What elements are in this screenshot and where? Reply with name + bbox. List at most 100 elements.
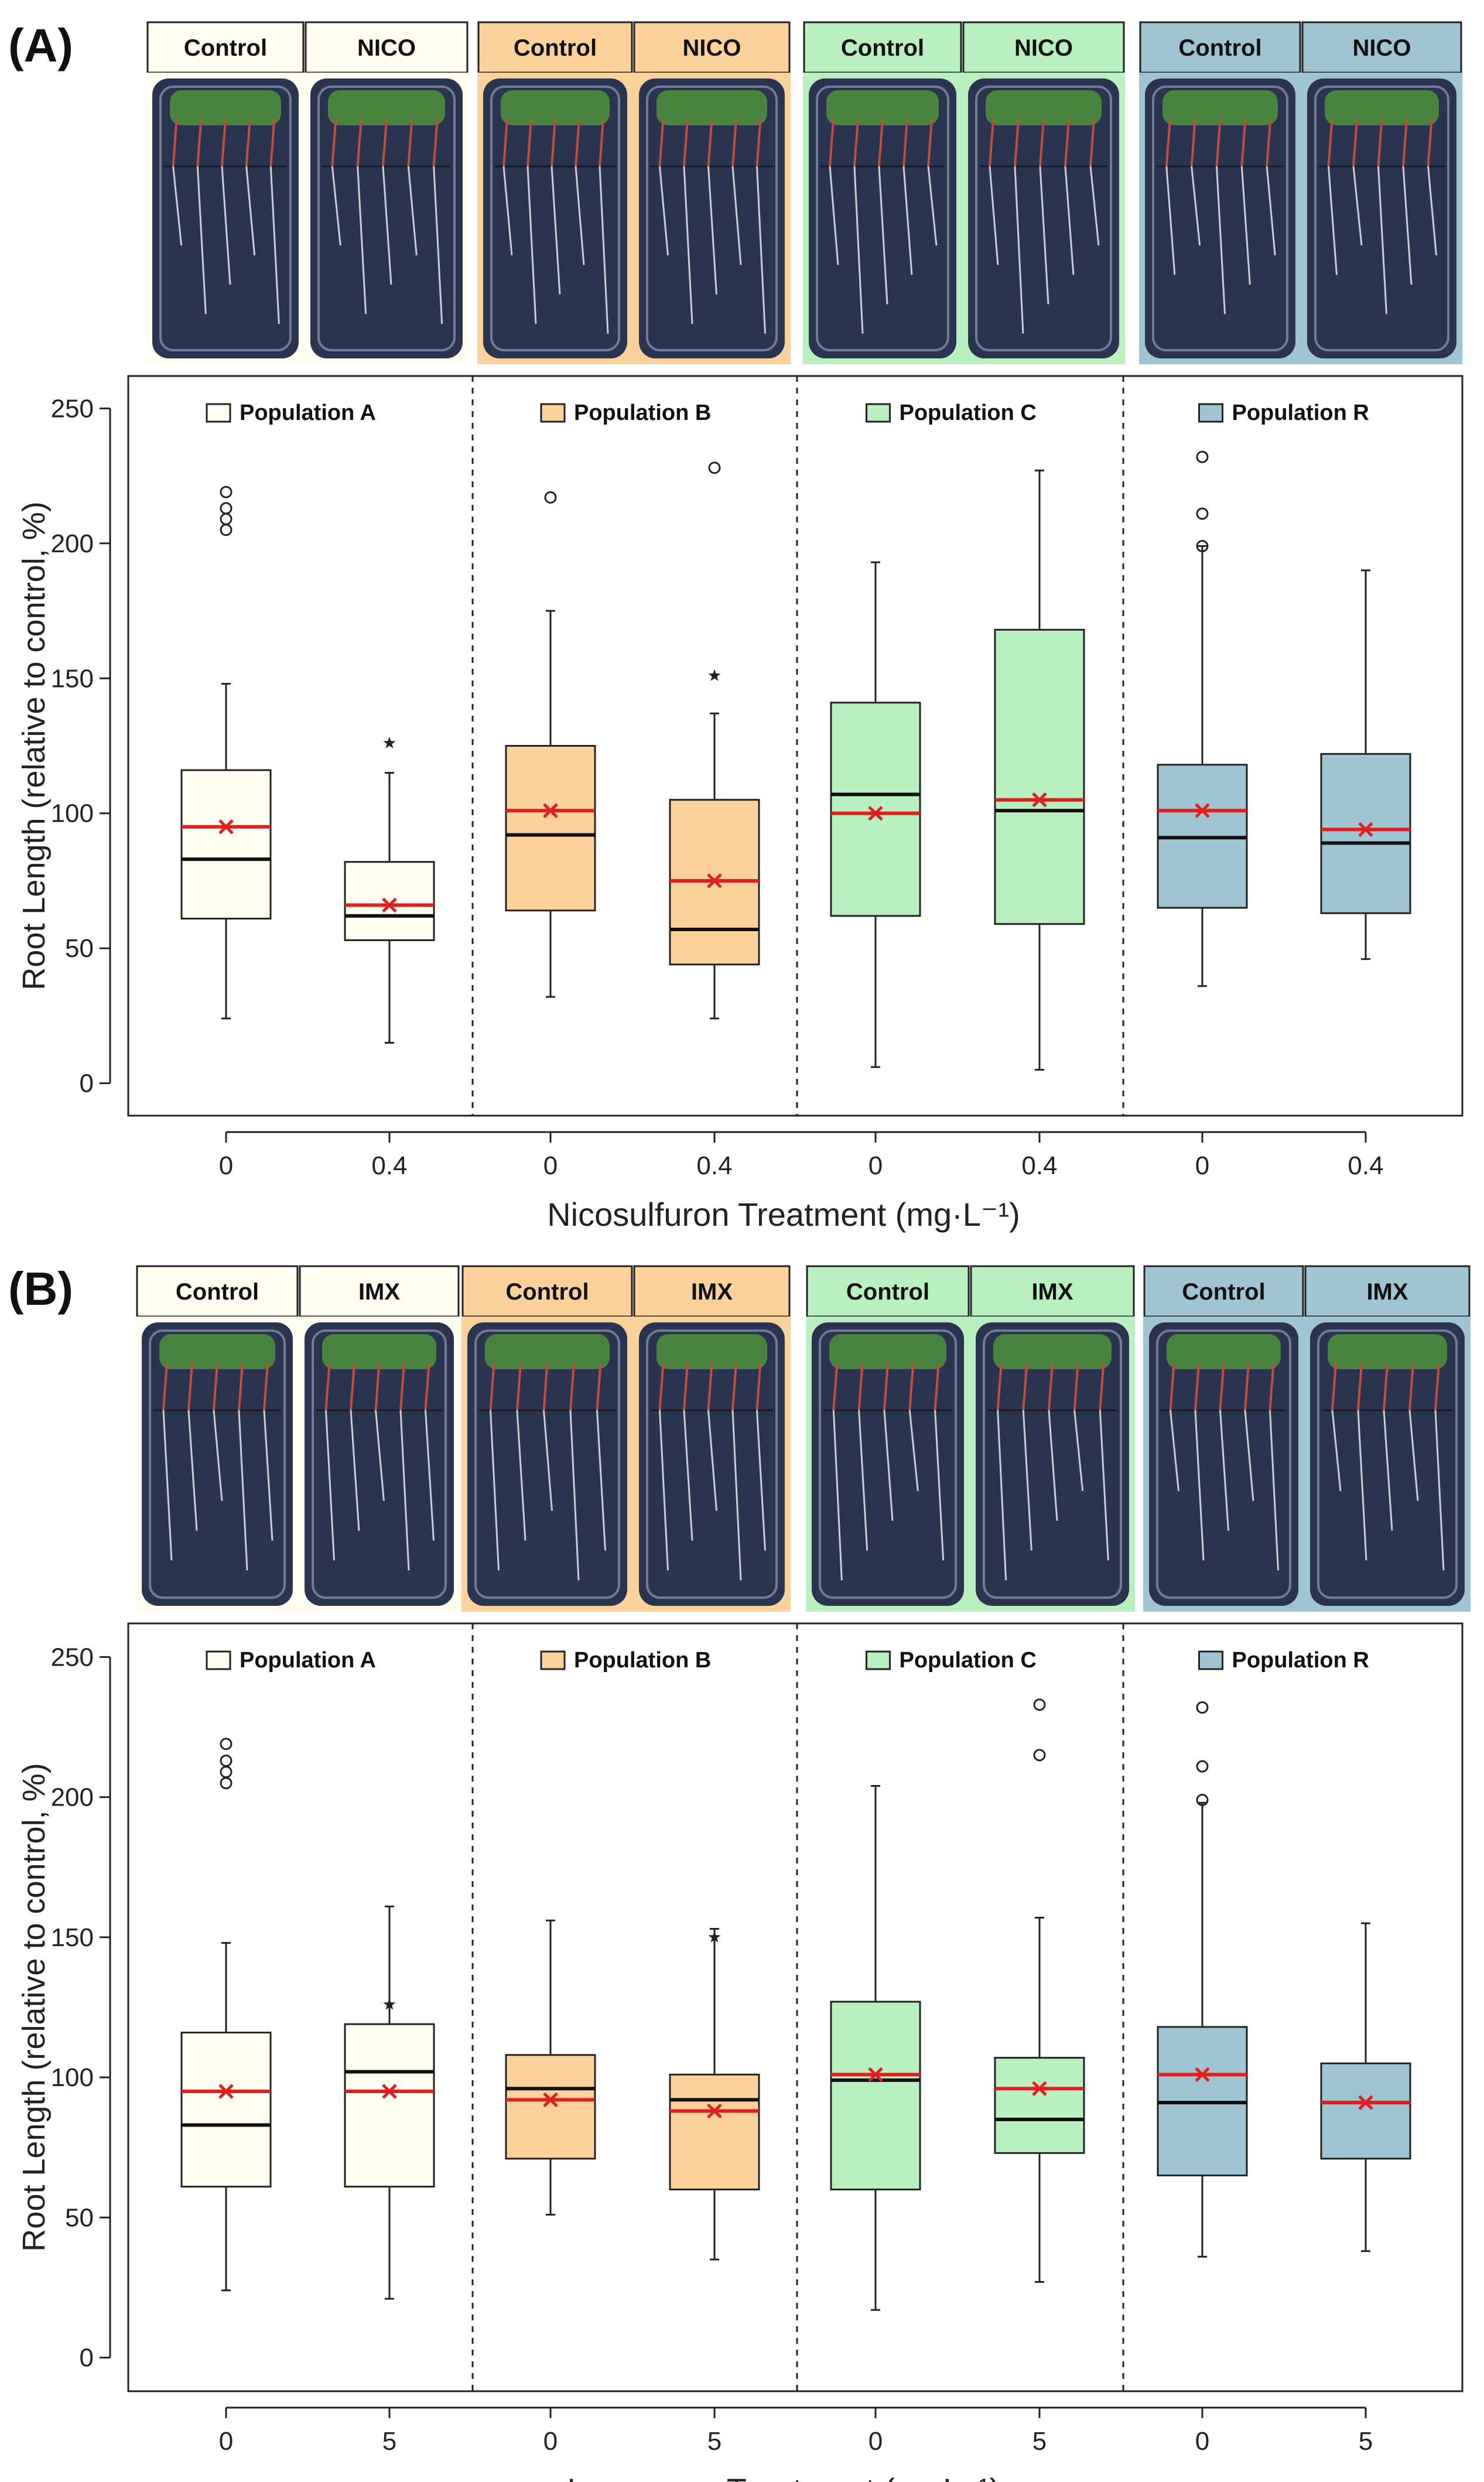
photo-header-cell <box>803 21 962 74</box>
petri-dish-rim <box>159 86 292 351</box>
box-body <box>994 2057 1085 2154</box>
photo-header-cell <box>146 21 305 74</box>
seedling-stem <box>1377 119 1383 167</box>
plot-frame <box>127 1622 1464 2392</box>
seedling-foliage <box>170 90 281 125</box>
seedling-root <box>683 166 693 324</box>
box-body <box>1320 753 1411 914</box>
seedling-stem <box>1073 1363 1079 1411</box>
box-population_r-0 <box>1157 450 1248 987</box>
seedling-stem <box>878 119 884 167</box>
seedling-stem <box>908 1363 915 1411</box>
photo-header-cell <box>806 1265 970 1318</box>
seedling-root <box>1240 166 1251 285</box>
mean-marker <box>1195 2067 1210 2083</box>
seedling-root <box>516 1410 526 1541</box>
seedling-stem <box>1357 1363 1363 1411</box>
photo-header-label: Control <box>514 35 597 61</box>
seedling-root <box>550 166 561 295</box>
seedling-stem <box>356 119 363 167</box>
seedling-root <box>1427 166 1437 255</box>
petri-dish-rim <box>975 86 1112 351</box>
seedling-root <box>659 1410 669 1571</box>
seedling-stem <box>1169 1363 1175 1411</box>
seedling-root <box>407 166 418 255</box>
seedling-stem <box>1383 1363 1389 1411</box>
seedling-foliage <box>328 90 445 125</box>
seedling-root <box>1039 166 1049 305</box>
x-tick-label: 0.4 <box>371 1151 407 1180</box>
y-axis-label: Root Length (relative to control, %) <box>16 501 52 990</box>
seedling-root <box>1064 166 1075 275</box>
box-population_b-0 <box>505 491 596 998</box>
seedling-root <box>1269 1410 1279 1571</box>
seedling-stem <box>489 1363 495 1411</box>
seedling-root <box>1194 1410 1205 1561</box>
y-tick-label: 150 <box>51 1923 94 1952</box>
x-tick-label: 5 <box>707 2427 722 2456</box>
photo-header-cell <box>299 1265 460 1318</box>
seedling-stem <box>213 1363 218 1411</box>
mean-marker <box>868 805 883 821</box>
seedling-stem <box>1089 119 1095 167</box>
seedling-root <box>162 1410 173 1561</box>
seedling-stem <box>883 1363 889 1411</box>
photo-header-label: Control <box>1182 1279 1265 1305</box>
seedling-foliage <box>656 1334 767 1369</box>
box-body <box>180 2032 272 2188</box>
seedling-root <box>756 1410 766 1551</box>
legend-swatch-population_c <box>866 1650 891 1670</box>
seedling-stem <box>1408 1363 1414 1411</box>
extreme-star-marker <box>383 1998 396 2010</box>
box-body <box>505 2054 596 2160</box>
petri-dish-photo <box>305 1322 454 1606</box>
x-axis-label: Nicosulfuron Treatment (mg·L⁻¹) <box>547 1196 1020 1233</box>
seedling-foliage <box>826 90 939 125</box>
seedling-stem <box>526 119 532 167</box>
petri-dish-rim <box>646 1329 778 1599</box>
photo-header-label: NICO <box>683 35 741 61</box>
seedling-stem <box>1434 1363 1440 1411</box>
seedling-stem <box>542 1363 549 1411</box>
legend-label-population_c: Population C <box>900 1648 1037 1673</box>
seedling-stem <box>424 1363 430 1411</box>
photo-header-cell <box>305 21 469 74</box>
seedling-stem <box>1266 119 1272 167</box>
x-tick-label: 0 <box>868 2427 883 2456</box>
box-body <box>505 745 596 912</box>
seedling-root <box>1014 166 1024 334</box>
seedling-stem <box>755 119 762 167</box>
seedling-stem <box>263 1363 269 1411</box>
seedling-stem <box>1039 119 1045 167</box>
seedling-stem <box>853 119 859 167</box>
seedling-root <box>1048 1410 1058 1521</box>
y-tick-label: 50 <box>65 934 94 963</box>
seedling-root <box>1352 166 1363 246</box>
seedling-stem <box>331 119 337 167</box>
x-tick-label: 0 <box>543 1151 558 1180</box>
photo-header-cell <box>633 1265 791 1318</box>
seedling-root <box>269 166 280 324</box>
plot-frame <box>127 375 1464 1117</box>
photo-group-b: Control IMX <box>461 1265 791 1612</box>
box-body <box>830 2001 921 2191</box>
outlier-point <box>1196 1793 1209 1806</box>
photo-header-cell <box>136 1265 299 1318</box>
outlier-point <box>1196 1760 1209 1773</box>
box-population_r-5 <box>1320 1922 1411 2252</box>
seedling-root <box>213 1410 223 1501</box>
photo-header-cell <box>970 1265 1135 1318</box>
seedling-stem <box>731 119 737 167</box>
seedling-stem <box>172 119 178 167</box>
photo-header-label: IMX <box>358 1279 400 1305</box>
legend-label-population_c: Population C <box>900 401 1037 425</box>
mean-marker <box>1032 792 1047 808</box>
y-tick-label: 50 <box>65 2203 94 2232</box>
petri-dish-rim <box>1152 86 1288 351</box>
legend-label-population_a: Population A <box>240 1648 376 1673</box>
legend-label-population_b: Population B <box>574 1648 711 1673</box>
seedling-stem <box>1240 119 1247 167</box>
legend-label-population_r: Population R <box>1232 401 1369 425</box>
y-tick-label: 0 <box>80 1069 94 1098</box>
